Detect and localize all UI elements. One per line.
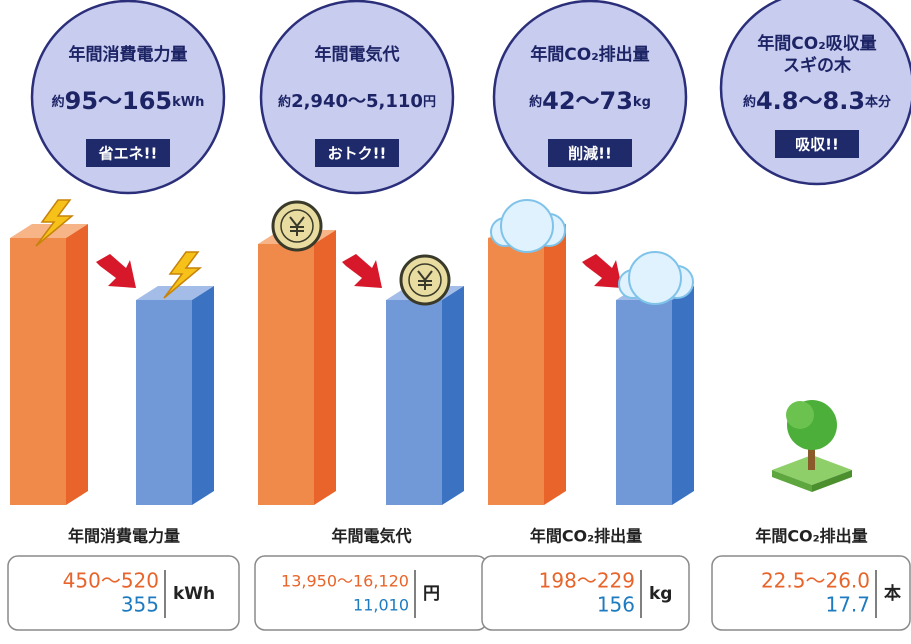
bar-front [488, 238, 544, 505]
range-text: 13,950〜16,120 [281, 572, 409, 591]
unit-text: 本 [884, 583, 901, 604]
bar-side [314, 230, 336, 505]
value-range: 42〜73 [542, 87, 633, 115]
bar-side [442, 286, 464, 505]
cloud-icon [629, 252, 681, 304]
value-text: 17.7 [825, 593, 870, 617]
value-prefix: 約 [743, 94, 756, 110]
arrow [96, 254, 136, 288]
value-prefix: 約 [529, 94, 542, 110]
circle-title: 年間CO₂吸収量 [757, 33, 876, 54]
bar-side [672, 286, 694, 505]
circle-subtitle: スギの木 [783, 55, 852, 76]
panel-label: 年間CO₂排出量 [755, 527, 867, 546]
tree-crown [786, 401, 814, 429]
value-unit: 本分 [865, 94, 891, 110]
unit-text: 円 [423, 584, 440, 604]
range-text: 450〜520 [63, 569, 159, 593]
bar-front [616, 300, 672, 505]
circle-title: 年間消費電力量 [69, 44, 188, 65]
value-unit: 円 [423, 95, 436, 110]
value-unit: kg [633, 95, 651, 110]
range-text: 198〜229 [539, 569, 635, 593]
bar-front [386, 300, 442, 505]
panel-label: 年間消費電力量 [68, 527, 180, 546]
value-prefix: 約 [52, 94, 65, 110]
circle-value: 約2,940〜5,110円 [278, 91, 436, 112]
badge-text: おトク!! [328, 145, 387, 163]
unit-text: kg [649, 584, 672, 604]
unit-text: kWh [173, 584, 215, 604]
circle-title: 年間電気代 [315, 44, 400, 65]
bar-front [258, 244, 314, 505]
badge-text: 吸収!! [795, 136, 839, 154]
circle-value: 約42〜73kg [529, 87, 651, 115]
badge-text: 省エネ!! [98, 145, 158, 163]
panel-label: 年間CO₂排出量 [530, 527, 642, 546]
value-range: 4.8〜8.3 [756, 87, 865, 115]
value-text: 11,010 [353, 596, 409, 615]
value-text: 156 [597, 593, 635, 617]
value-box [255, 556, 487, 630]
panel-label: 年間電気代 [331, 527, 411, 546]
value-box [712, 556, 910, 630]
bar-side [544, 224, 566, 505]
bar-front [10, 238, 66, 505]
cloud-icon [501, 200, 553, 252]
value-text: 355 [121, 593, 159, 617]
bar-side [192, 286, 214, 505]
badge-text: 削減!! [568, 145, 612, 163]
value-unit: kWh [172, 95, 204, 110]
bar-side [66, 224, 88, 505]
value-prefix: 約 [278, 94, 291, 110]
value-range: 95〜165 [65, 87, 173, 115]
value-range: 2,940〜5,110 [291, 91, 423, 112]
arrow [582, 254, 622, 288]
arrow [342, 254, 382, 288]
infographic: 年間消費電力量約95〜165kWh省エネ!!年間消費電力量450〜520355k… [0, 0, 911, 644]
circle-title: 年間CO₂排出量 [530, 44, 649, 65]
range-text: 22.5〜26.0 [761, 569, 870, 593]
bar-front [136, 300, 192, 505]
